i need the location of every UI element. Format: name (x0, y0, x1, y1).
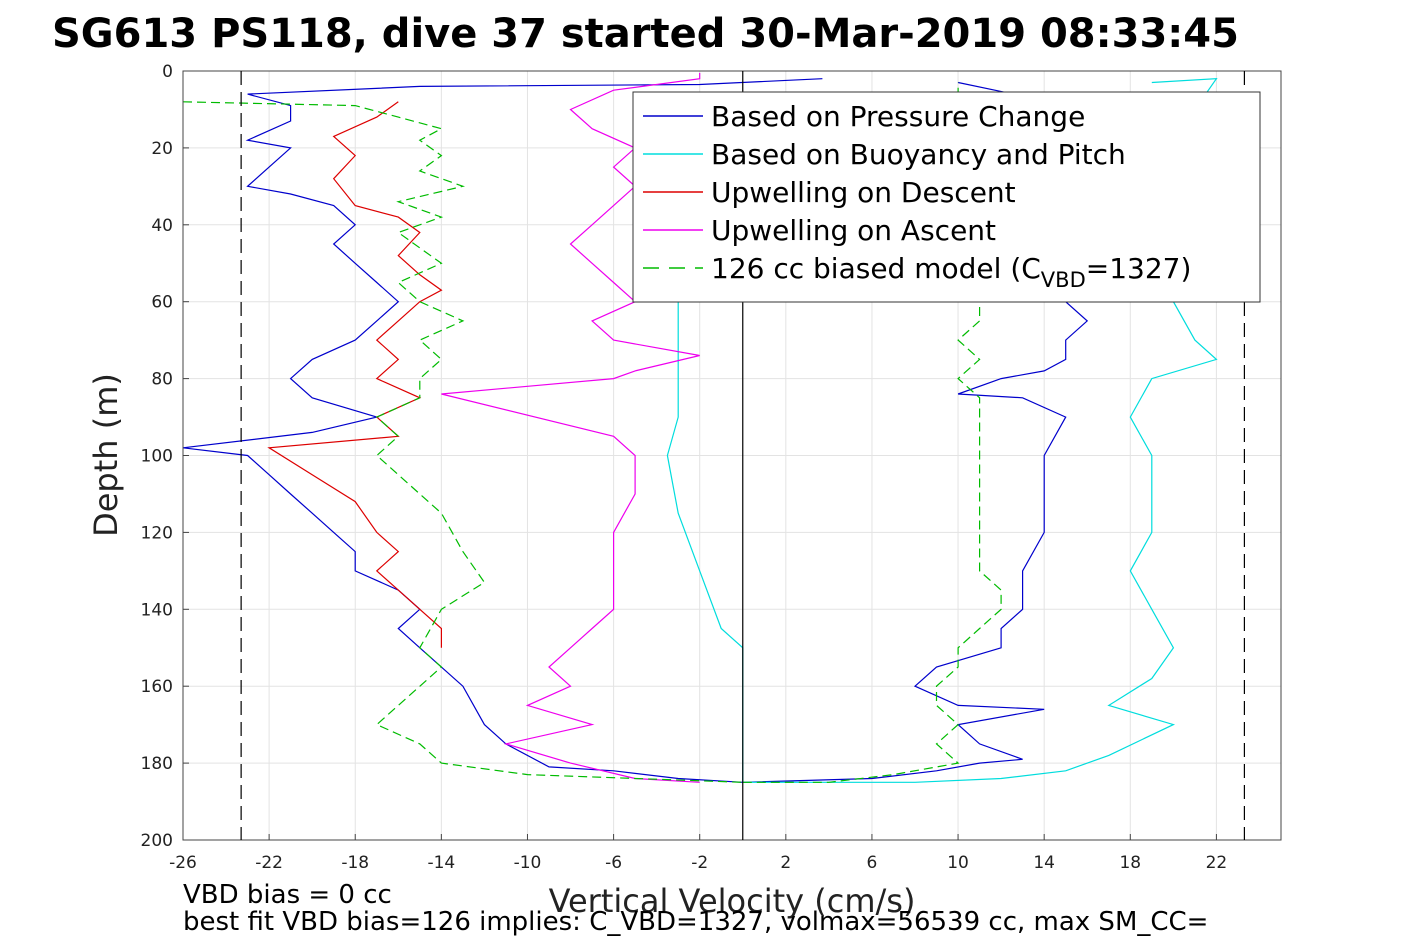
y-tick-label: 200 (141, 831, 173, 851)
x-axis-ticks: -26 -22 -18 -14 -10 -6 -2 2 6 10 14 18 22 (169, 834, 1227, 873)
vbd-bias-note: VBD bias = 0 cc (183, 880, 392, 910)
y-tick-label: 140 (141, 600, 173, 620)
x-tick-label: 10 (947, 853, 969, 873)
legend-box (632, 91, 1261, 303)
x-tick-label: 14 (1033, 853, 1055, 873)
series-4-descent-line (182, 101, 743, 783)
x-tick-label: -14 (427, 853, 455, 873)
y-axis-label: Depth (m) (87, 373, 125, 537)
x-tick-label: -2 (691, 853, 708, 873)
series-4-ascent-line (742, 82, 1002, 783)
x-tick-label: 6 (867, 853, 878, 873)
y-tick-label: 160 (141, 677, 173, 697)
x-tick-label: -18 (341, 853, 369, 873)
legend-label: Upwelling on Ascent (711, 214, 996, 247)
x-tick-label: -6 (605, 853, 622, 873)
x-tick-label: -22 (255, 853, 283, 873)
y-axis-ticks: 0 20 40 60 80 100 120 140 160 180 200 (141, 62, 189, 851)
y-tick-label: 180 (141, 754, 173, 774)
series-0-ascent-line (742, 81, 1089, 783)
y-tick-label: 40 (151, 216, 173, 236)
y-tick-label: 0 (162, 62, 173, 82)
x-tick-label: 2 (780, 853, 791, 873)
chart-title: SG613 PS118, dive 37 started 30-Mar-2019… (52, 11, 1239, 57)
x-tick-label: -26 (169, 853, 197, 873)
series-3-descent-line (441, 72, 701, 783)
y-tick-label: 20 (151, 139, 173, 159)
legend-label: Based on Buoyancy and Pitch (711, 138, 1126, 171)
y-tick-label: 100 (141, 447, 173, 467)
x-tick-label: -10 (514, 853, 542, 873)
legend-label: Based on Pressure Change (711, 100, 1085, 133)
y-tick-label: 120 (141, 523, 173, 543)
legend: Based on Pressure Change Based on Buoyanc… (632, 91, 1261, 303)
legend-label: Upwelling on Descent (711, 176, 1016, 209)
series-2-descent-line (267, 101, 443, 648)
y-tick-label: 80 (151, 370, 173, 390)
y-tick-label: 60 (151, 293, 173, 313)
x-axis-label: Vertical Velocity (cm/s) (549, 882, 916, 920)
x-tick-label: 22 (1206, 853, 1228, 873)
x-tick-label: 18 (1119, 853, 1141, 873)
best-fit-note: best fit VBD bias=126 implies: C_VBD=132… (183, 907, 1208, 937)
